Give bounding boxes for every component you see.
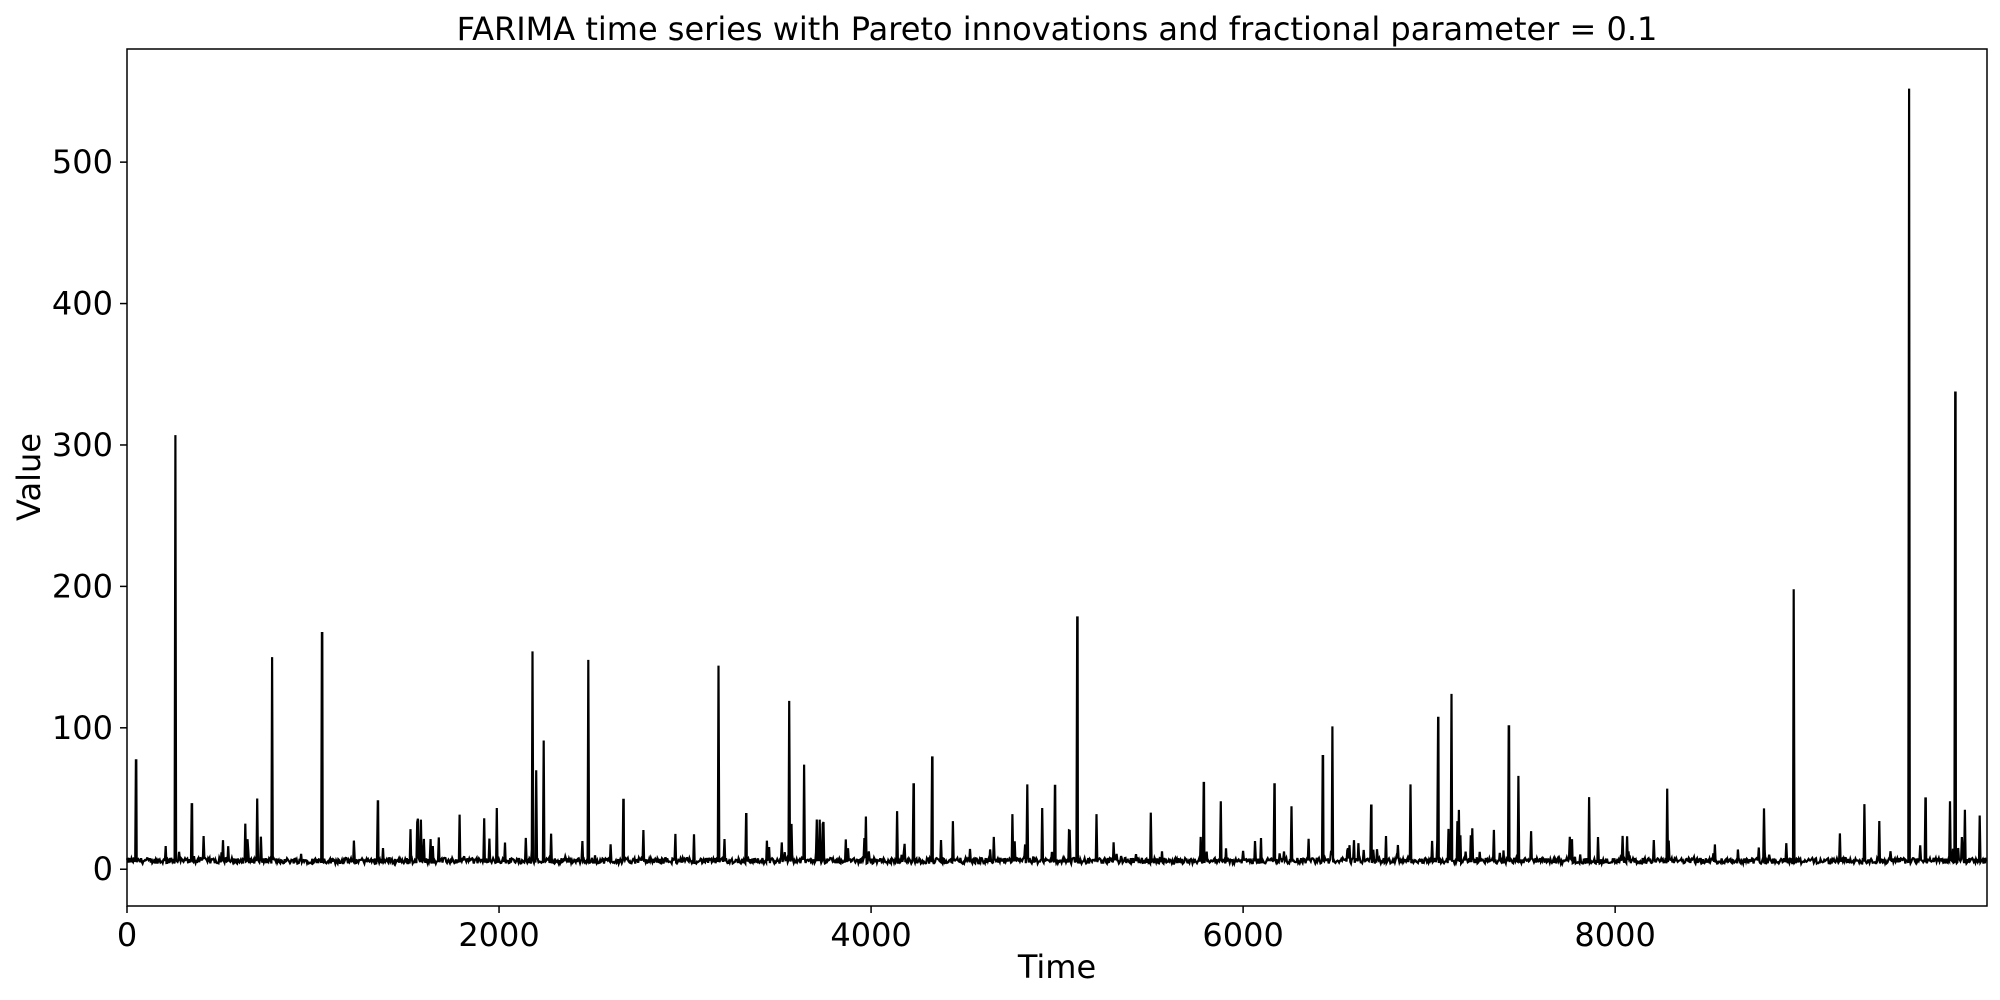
y-tick-label: 400 <box>52 285 113 323</box>
y-tick-label: 100 <box>52 709 113 747</box>
y-tick-label: 0 <box>93 850 113 888</box>
x-axis-label: Time <box>1017 948 1096 986</box>
series-line <box>125 88 1987 868</box>
y-tick-label: 300 <box>52 426 113 464</box>
y-tick-label: 500 <box>52 143 113 181</box>
y-axis-label: Value <box>10 433 48 521</box>
chart-title: FARIMA time series with Pareto innovatio… <box>457 10 1658 48</box>
x-tick-label: 6000 <box>1202 916 1283 954</box>
x-tick-label: 0 <box>117 916 137 954</box>
y-axis: 0 100 200 300 400 500 <box>52 143 127 888</box>
x-tick-label: 4000 <box>830 916 911 954</box>
plot-frame <box>126 48 1988 907</box>
x-axis: 0 2000 4000 6000 8000 <box>117 906 1656 954</box>
plot-area <box>125 88 1987 868</box>
y-tick-label: 200 <box>52 567 113 605</box>
x-tick-label: 2000 <box>458 916 539 954</box>
x-tick-label: 8000 <box>1574 916 1655 954</box>
